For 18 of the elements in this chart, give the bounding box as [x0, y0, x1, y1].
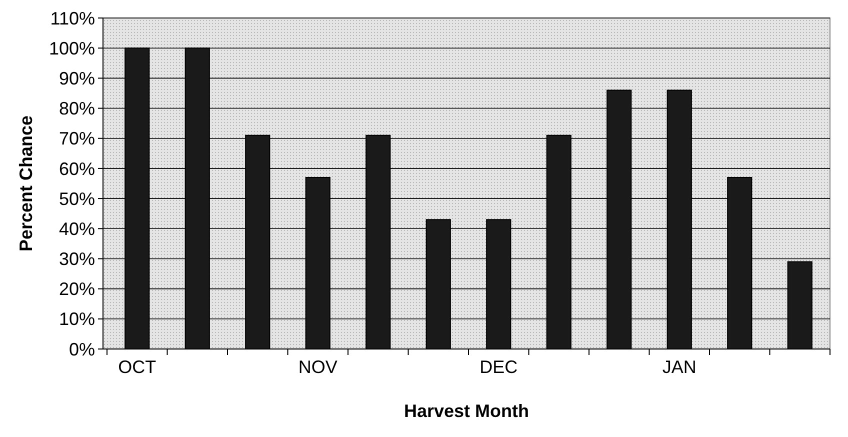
y-tick-label: 20% [58, 279, 95, 300]
y-tick-label: 40% [58, 218, 95, 239]
x-tick-label: OCT [118, 357, 156, 377]
y-tick-label: 90% [58, 68, 95, 88]
y-tick-label: 50% [58, 188, 95, 209]
y-tick-label: 100% [48, 38, 95, 58]
y-tick-label: 10% [58, 309, 95, 330]
y-tick-label: 30% [58, 249, 95, 270]
x-tick-label: DEC [480, 357, 518, 377]
x-axis-title: Harvest Month [404, 401, 530, 421]
x-tick-label: NOV [298, 357, 338, 377]
y-tick-label: 80% [58, 98, 95, 119]
y-tick-label: 70% [58, 128, 95, 149]
y-tick-label: 60% [58, 158, 95, 179]
y-axis-title: Percent Chance [16, 115, 36, 252]
y-tick-label: 110% [50, 8, 95, 28]
y-tick-label: 0% [68, 339, 95, 360]
x-tick-label: JAN [662, 357, 696, 377]
